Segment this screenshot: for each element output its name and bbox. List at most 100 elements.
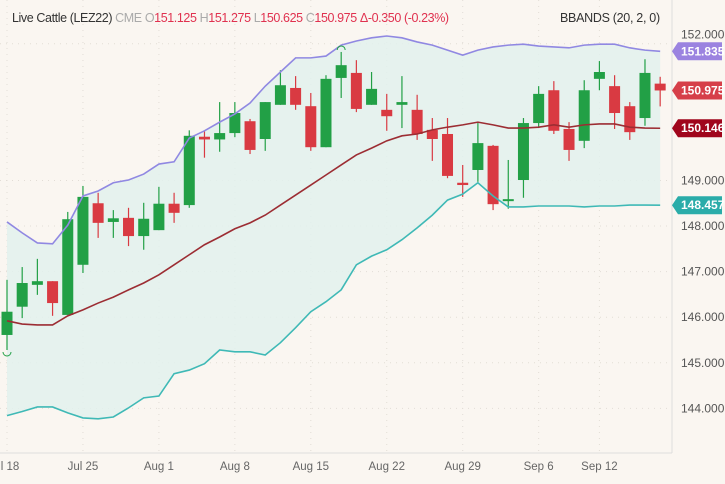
candle-body (624, 106, 636, 133)
candle-body (183, 135, 195, 206)
candle (123, 207, 135, 247)
candle-body (593, 72, 605, 79)
candle-body (16, 283, 28, 307)
candle (457, 164, 469, 197)
candle (350, 60, 362, 113)
candle-body (274, 85, 286, 105)
price-badge-label: 148.457 (681, 198, 725, 212)
x-tick-label: Sep 6 (524, 461, 554, 473)
candle (502, 159, 514, 209)
x-tick-label: Aug 29 (444, 461, 480, 473)
price-badge-label: 150.975 (681, 83, 725, 97)
high-marker-icon (336, 45, 346, 51)
candle-body (138, 218, 150, 237)
candle-body (578, 90, 590, 141)
candle (320, 75, 332, 148)
candle (274, 70, 286, 105)
candle-body (472, 143, 484, 170)
bollinger-band-fill (7, 36, 661, 419)
candle (16, 267, 28, 319)
candle (533, 86, 545, 129)
price-badge-shape (672, 81, 722, 100)
price-badge-label: 150.146 (681, 121, 725, 135)
candle-body (335, 65, 347, 78)
candle-body (168, 203, 180, 213)
high-label: H (199, 11, 209, 25)
price-badge-label: 151.835 (681, 44, 725, 58)
candle-body (62, 219, 74, 315)
candle (654, 76, 666, 107)
indicator-label[interactable]: BBANDS (20, 2, 0) (560, 11, 660, 25)
candle-body (396, 102, 408, 105)
candle-body (107, 218, 119, 222)
price-badge: 150.975 (672, 81, 725, 100)
candle-body (290, 87, 302, 105)
candle (381, 93, 393, 131)
candle-body (47, 281, 59, 304)
price-badge-shape (672, 42, 722, 61)
candle (305, 92, 317, 151)
candle (563, 122, 575, 161)
candle (411, 94, 423, 140)
change-value: Δ-0.350 (-0.23%) (359, 11, 449, 25)
x-tick-label: Aug 22 (369, 461, 405, 473)
candle (593, 61, 605, 91)
close-value: 150.975 (314, 11, 357, 25)
y-tick-label: 144.000 (681, 401, 725, 415)
candle-body (320, 78, 332, 148)
candle-body (229, 113, 241, 134)
candle (609, 75, 621, 129)
low-label: L (253, 11, 261, 25)
candle (153, 186, 165, 231)
candle (198, 130, 210, 158)
y-tick-label: 147.000 (681, 265, 725, 279)
candle (1, 279, 13, 351)
candle-body (411, 109, 423, 134)
candle (259, 102, 271, 151)
x-tick-label: Aug 15 (293, 461, 329, 473)
candle (290, 76, 302, 110)
price-badge-shape (672, 196, 722, 215)
candle-body (609, 86, 621, 114)
candle-body (502, 199, 514, 202)
candle (487, 144, 499, 211)
candle-body (198, 136, 210, 140)
candle-body (214, 133, 226, 140)
x-tick-label: Aug 1 (144, 461, 174, 473)
symbol-name: Live Cattle (LEZ22) (12, 11, 113, 25)
candle-body (31, 281, 43, 285)
candle (578, 80, 590, 149)
candle (396, 76, 408, 129)
candle-body (350, 72, 362, 109)
price-badge: 150.146 (672, 119, 725, 138)
candle-body (533, 93, 545, 124)
x-tick-label: l 18 (1, 461, 20, 473)
candle (442, 118, 454, 179)
exchange: CME (115, 11, 142, 25)
close-label: C (305, 11, 315, 25)
candle (214, 102, 226, 152)
chart-legend-header: Live Cattle (LEZ22) CME O151.125 H151.27… (12, 11, 449, 25)
candle-body (654, 83, 666, 91)
candle (472, 123, 484, 182)
candle (47, 281, 59, 316)
candle-body (1, 311, 13, 335)
candle (624, 102, 636, 140)
candle (62, 211, 74, 315)
candle (183, 130, 195, 208)
candle (168, 192, 180, 223)
price-badge-shape (672, 119, 722, 138)
candle (639, 59, 651, 126)
candle (138, 202, 150, 250)
candle-body (442, 133, 454, 176)
candle (31, 258, 43, 295)
candle (244, 118, 256, 155)
candle (517, 118, 529, 198)
x-tick-label: Sep 12 (581, 461, 617, 473)
upper-band-line (6, 35, 661, 245)
candle-body (153, 203, 165, 231)
low-marker-icon (2, 351, 12, 357)
candle-body (244, 121, 256, 150)
candle-body (366, 88, 378, 105)
